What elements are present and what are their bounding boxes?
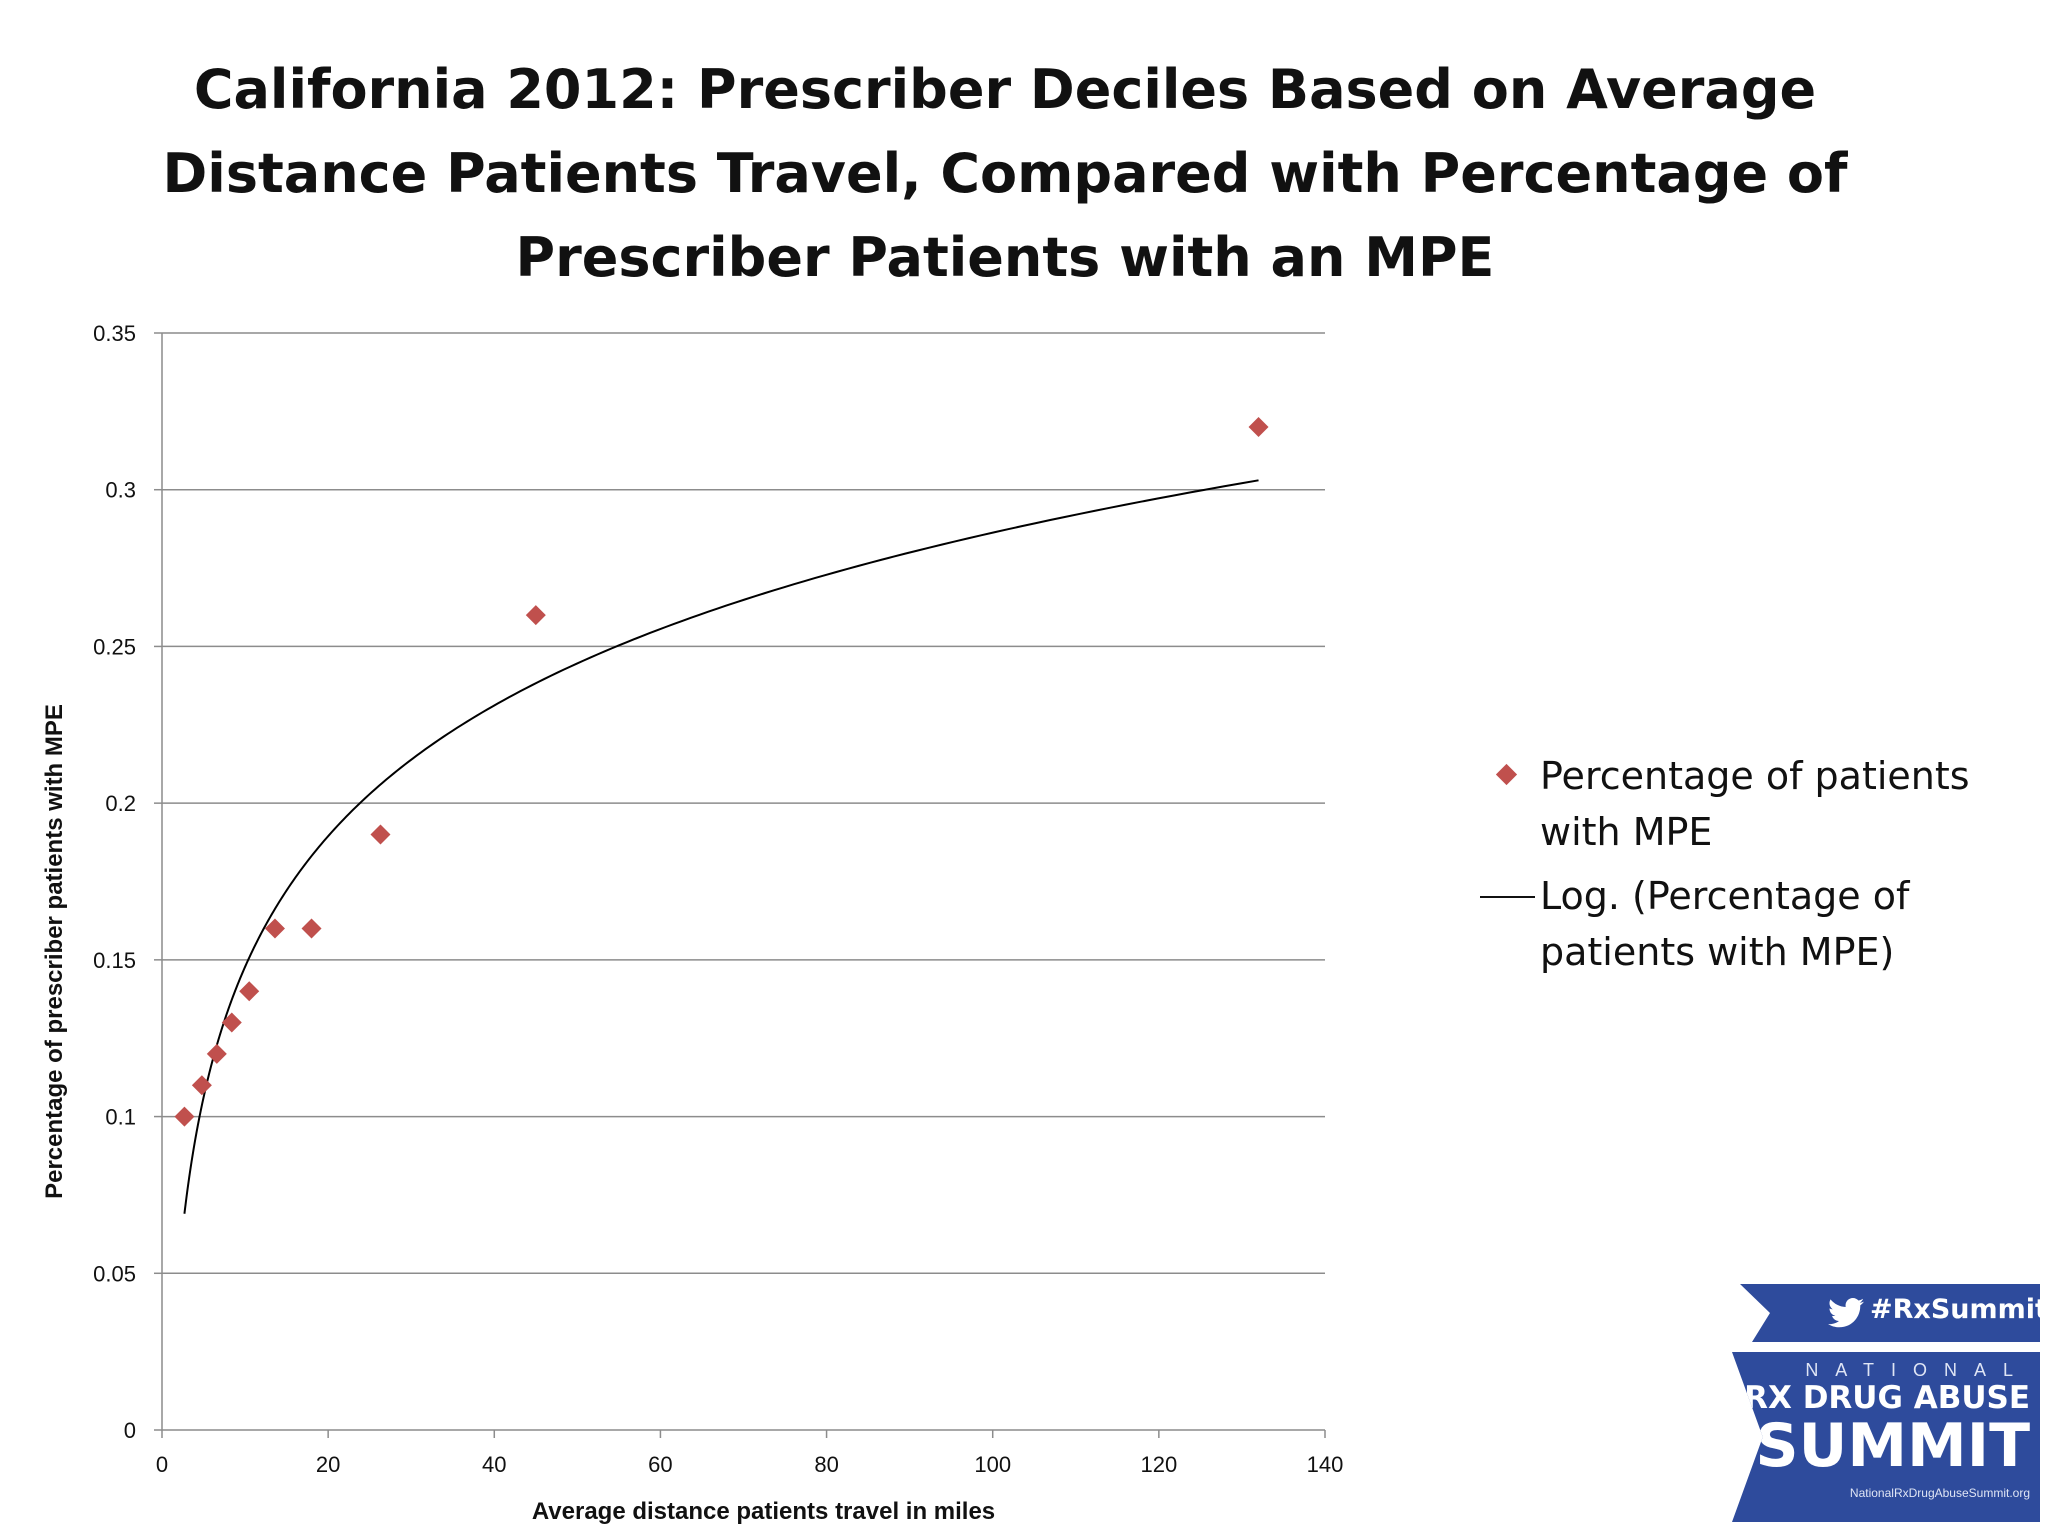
- x-tick-label: 100: [974, 1452, 1011, 1477]
- y-tick-label: 0: [124, 1418, 136, 1443]
- data-point-diamond: [525, 605, 546, 626]
- x-tick-label: 80: [814, 1452, 838, 1477]
- y-tick-label: 0.35: [93, 321, 136, 346]
- data-point-diamond: [191, 1075, 212, 1096]
- gridlines: [162, 332, 1325, 1275]
- logo-url-text: NationalRxDrugAbuseSummit.org: [1849, 1486, 2030, 1500]
- logo-hashtag-banner: #RxSummit: [1740, 1284, 2040, 1342]
- data-point-diamond: [206, 1043, 227, 1064]
- y-tick-label: 0.25: [93, 634, 136, 659]
- chart-title-line-1: California 2012: Prescriber Deciles Base…: [193, 58, 1817, 121]
- logo-rx-drug-abuse-text: RX DRUG ABUSE: [1744, 1380, 2030, 1416]
- data-point-diamond: [174, 1106, 195, 1127]
- logo-national-text: NATIONAL: [1805, 1360, 2030, 1380]
- y-axis-title: Percentage of prescriber patients with M…: [41, 704, 68, 1199]
- legend-label-trendline-line-2: patients with MPE): [1540, 930, 1895, 974]
- y-tick-label: 0.2: [105, 791, 136, 816]
- legend-label-scatter-line-1: Percentage of patients: [1540, 754, 1970, 798]
- legend-item-scatter: Percentage of patients with MPE: [1480, 748, 2000, 860]
- trendline: [183, 479, 1259, 1214]
- logo-hashtag: #RxSummit: [1870, 1294, 2048, 1325]
- legend-label-trendline-line-1: Log. (Percentage of: [1540, 874, 1910, 918]
- legend-label-scatter-line-2: with MPE: [1540, 810, 1713, 854]
- data-point-diamond: [239, 981, 260, 1002]
- summit-logo: #RxSummit NATIONAL RX DRUG ABUSE SUMMIT …: [1732, 1284, 2040, 1524]
- chart-title: California 2012: Prescriber Deciles Base…: [160, 48, 1850, 300]
- data-point-diamond: [301, 918, 322, 939]
- x-tick-label: 20: [316, 1452, 340, 1477]
- x-tick-label: 120: [1140, 1452, 1177, 1477]
- y-tick-label: 0.3: [105, 478, 136, 503]
- data-point-diamond: [1248, 417, 1269, 438]
- chart-legend: Percentage of patients with MPE Log. (Pe…: [1480, 748, 2000, 980]
- logo-body: NATIONAL RX DRUG ABUSE SUMMIT NationalRx…: [1732, 1352, 2040, 1522]
- y-tick-label: 0.15: [93, 948, 136, 973]
- twitter-bird-icon: [1828, 1298, 1864, 1328]
- log-trendline: [183, 479, 1259, 1214]
- data-points: [174, 417, 1269, 1127]
- x-axis-title: Average distance patients travel in mile…: [532, 1498, 995, 1525]
- chart-title-line-3: Prescriber Patients with an MPE: [515, 226, 1495, 289]
- legend-diamond-marker: [1480, 748, 1540, 804]
- y-tick-label: 0.1: [105, 1105, 136, 1130]
- x-tick-label: 0: [156, 1452, 168, 1477]
- chart-title-line-2: Distance Patients Travel, Compared with …: [162, 142, 1848, 205]
- data-point-diamond: [370, 824, 391, 845]
- axis-labels: 0 0.05 0.1 0.15 0.2 0.25 0.3 0.35 0 20 40 60 80 100 12…: [41, 321, 1343, 1525]
- x-tick-label: 60: [648, 1452, 672, 1477]
- logo-summit-text: SUMMIT: [1755, 1411, 2030, 1481]
- axes: [154, 332, 1326, 1438]
- legend-line-marker: [1480, 868, 1540, 924]
- data-point-diamond: [264, 918, 285, 939]
- x-tick-label: 140: [1307, 1452, 1344, 1477]
- data-point-diamond: [221, 1012, 242, 1033]
- x-tick-label: 40: [482, 1452, 506, 1477]
- y-tick-label: 0.05: [93, 1261, 136, 1286]
- legend-item-trendline: Log. (Percentage of patients with MPE): [1480, 868, 2000, 980]
